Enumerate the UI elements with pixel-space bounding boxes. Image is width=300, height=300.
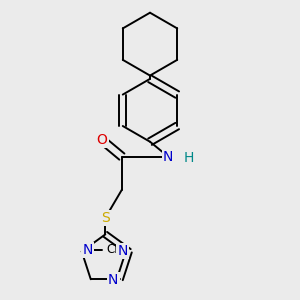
Text: O: O [97,133,107,147]
Text: N: N [117,244,128,258]
Text: N: N [82,243,93,257]
Text: N: N [108,273,119,287]
Text: S: S [101,211,110,225]
Text: N: N [163,150,173,164]
Text: H: H [184,151,194,165]
Text: CH₃: CH₃ [106,243,128,256]
